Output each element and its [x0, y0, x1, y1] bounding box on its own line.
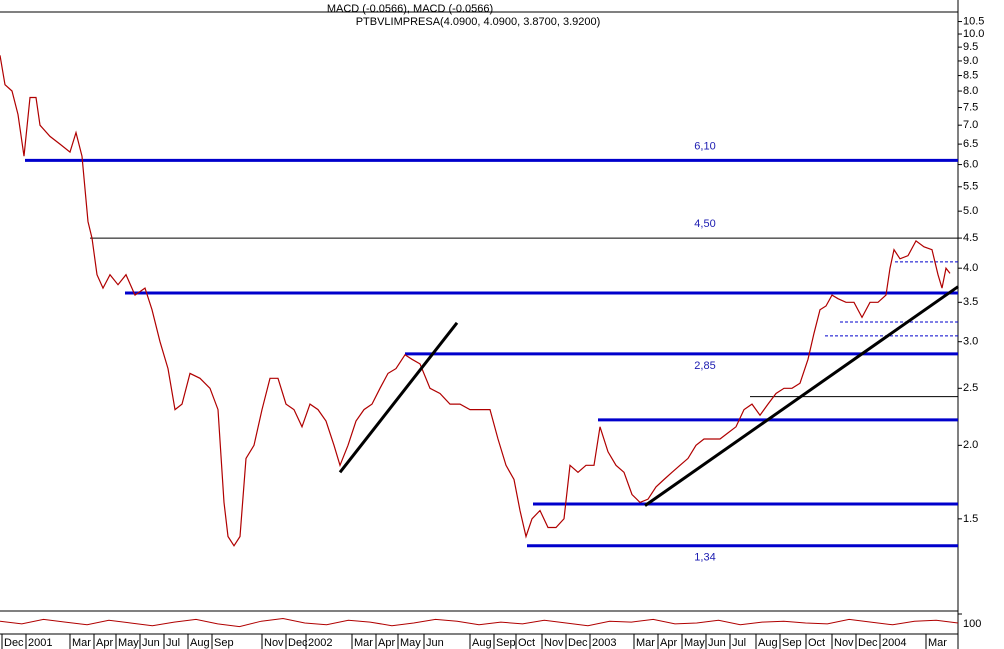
y-tick-label: 9.0 [963, 55, 978, 67]
x-tick-label: Mar [928, 637, 947, 649]
x-tick-label: Nov [264, 637, 284, 649]
x-tick-label: Jul [166, 637, 180, 649]
y-tick-label: 6.0 [963, 158, 978, 170]
x-tick-label: Dec [858, 637, 878, 649]
x-tick-label: 2001 [28, 637, 52, 649]
x-tick-label: Jun [142, 637, 160, 649]
y-tick-label: 3.5 [963, 296, 978, 308]
y-tick-label: 7.0 [963, 119, 978, 131]
x-tick-label: Sep [214, 637, 234, 649]
x-tick-label: Sep [782, 637, 802, 649]
x-tick-label: Nov [544, 637, 564, 649]
trend-line [644, 285, 959, 507]
y-tick-label: 9.5 [963, 41, 978, 53]
level-label: 6,10 [694, 140, 715, 152]
x-tick-label: Aug [758, 637, 778, 649]
y-tick-label: 5.0 [963, 205, 978, 217]
x-tick-label: Oct [518, 637, 535, 649]
x-tick-label: Dec [4, 637, 24, 649]
x-tick-label: Apr [660, 637, 677, 649]
x-tick-label: Jun [708, 637, 726, 649]
y-tick-label: 8.0 [963, 85, 978, 97]
x-tick-label: Oct [808, 637, 825, 649]
x-tick-label: 2004 [882, 637, 906, 649]
y-tick-label: 2.5 [963, 382, 978, 394]
y-tick-label: 4.0 [963, 262, 978, 274]
y-tick-label: 8.5 [963, 69, 978, 81]
x-tick-label: Aug [472, 637, 492, 649]
y-tick-label: 10.0 [963, 28, 984, 40]
x-tick-label: May [118, 637, 139, 649]
x-tick-label: Nov [834, 637, 854, 649]
x-tick-label: Aug [190, 637, 210, 649]
x-tick-label: Mar [72, 637, 91, 649]
price-line [0, 55, 951, 547]
x-tick-label: Sep [496, 637, 516, 649]
x-tick-label: Jun [426, 637, 444, 649]
trend-line [338, 321, 459, 474]
x-tick-label: May [684, 637, 705, 649]
level-label: 1,34 [694, 552, 715, 564]
level-label: 2,85 [694, 360, 715, 372]
y-tick-label: 3.0 [963, 336, 978, 348]
x-tick-label: May [400, 637, 421, 649]
x-tick-label: Jul [732, 637, 746, 649]
y-tick-label: 1.5 [963, 513, 978, 525]
osc-tick-label: 100 [963, 618, 981, 630]
x-tick-label: Dec [568, 637, 588, 649]
x-tick-label: Mar [354, 637, 373, 649]
y-tick-label: 6.5 [963, 138, 978, 150]
x-tick-label: 2003 [592, 637, 616, 649]
x-tick-label: Apr [378, 637, 395, 649]
x-tick-label: Apr [96, 637, 113, 649]
y-tick-label: 10.5 [963, 15, 984, 27]
indicator-header: MACD (-0.0566), MACD (-0.0566) [327, 3, 493, 15]
y-tick-label: 7.5 [963, 101, 978, 113]
x-tick-label: Dec [288, 637, 308, 649]
oscillator-line [0, 617, 959, 628]
level-label: 4,50 [694, 218, 715, 230]
y-tick-label: 4.5 [963, 232, 978, 244]
y-tick-label: 2.0 [963, 439, 978, 451]
chart-title: PTBVLIMPRESA(4.0900, 4.0900, 3.8700, 3.9… [356, 16, 601, 28]
x-tick-label: Mar [636, 637, 655, 649]
y-tick-label: 5.5 [963, 181, 978, 193]
x-tick-label: 2002 [308, 637, 332, 649]
